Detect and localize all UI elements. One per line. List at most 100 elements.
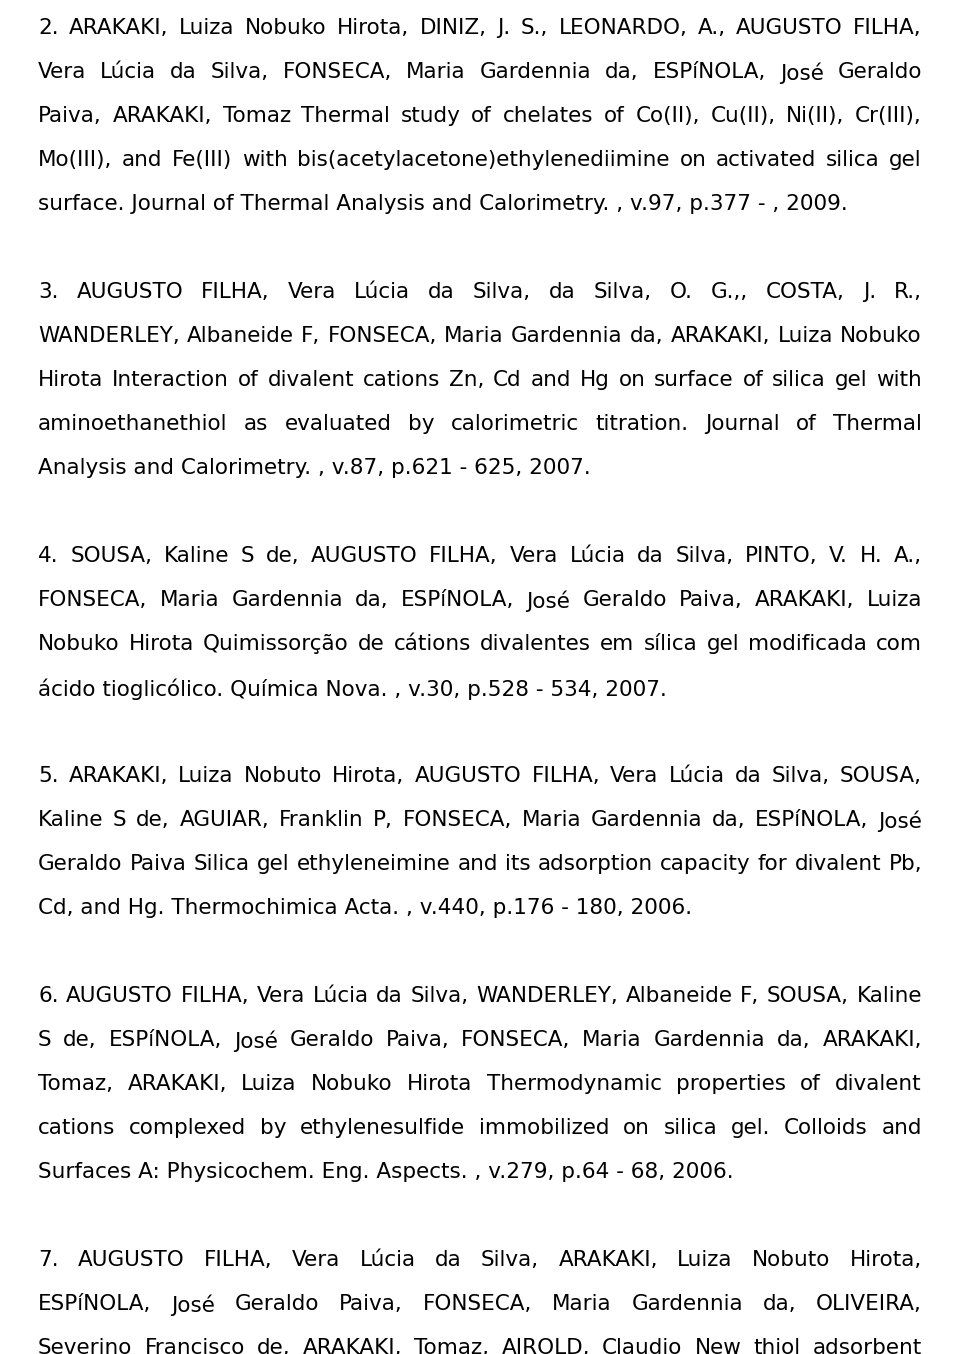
Text: Luiza: Luiza [179, 18, 234, 38]
Text: Maria: Maria [406, 62, 466, 83]
Text: FONSECA,: FONSECA, [402, 810, 512, 830]
Text: of: of [238, 370, 258, 390]
Text: Lúcia: Lúcia [669, 766, 725, 787]
Text: Hirota: Hirota [38, 370, 104, 390]
Text: and: and [458, 854, 498, 873]
Text: ARAKAKI,: ARAKAKI, [112, 106, 212, 126]
Text: Albaneide: Albaneide [626, 986, 732, 1006]
Text: Lúcia: Lúcia [100, 62, 156, 83]
Text: Thermodynamic: Thermodynamic [487, 1074, 661, 1094]
Text: da,: da, [762, 1294, 797, 1313]
Text: ARAKAKI,: ARAKAKI, [823, 1030, 922, 1049]
Text: FILHA,: FILHA, [532, 766, 600, 787]
Text: J.: J. [863, 282, 876, 302]
Text: da: da [735, 766, 761, 787]
Text: J.: J. [497, 18, 510, 38]
Text: cátions: cátions [394, 634, 471, 654]
Text: Silva,: Silva, [772, 766, 829, 787]
Text: New: New [694, 1338, 741, 1354]
Text: Luiza: Luiza [677, 1250, 732, 1270]
Text: Luiza: Luiza [867, 590, 922, 611]
Text: activated: activated [716, 150, 816, 171]
Text: da,: da, [630, 326, 663, 347]
Text: R.,: R., [894, 282, 922, 302]
Text: Vera: Vera [288, 282, 336, 302]
Text: Geraldo: Geraldo [235, 1294, 320, 1313]
Text: gel: gel [257, 854, 290, 873]
Text: Silva,: Silva, [481, 1250, 540, 1270]
Text: da: da [549, 282, 576, 302]
Text: divalentes: divalentes [480, 634, 591, 654]
Text: Nobuto: Nobuto [752, 1250, 830, 1270]
Text: immobilized: immobilized [479, 1118, 610, 1137]
Text: AUGUSTO: AUGUSTO [66, 986, 173, 1006]
Text: José: José [878, 810, 922, 831]
Text: modificada: modificada [748, 634, 867, 654]
Text: Nobuko: Nobuko [245, 18, 326, 38]
Text: Zn,: Zn, [449, 370, 485, 390]
Text: ARAKAKI,: ARAKAKI, [69, 18, 169, 38]
Text: ethylenesulfide: ethylenesulfide [300, 1118, 466, 1137]
Text: DINIZ,: DINIZ, [420, 18, 487, 38]
Text: evaluated: evaluated [285, 414, 392, 435]
Text: Gardennia: Gardennia [231, 590, 343, 611]
Text: da: da [428, 282, 455, 302]
Text: Vera: Vera [256, 986, 305, 1006]
Text: surface: surface [655, 370, 733, 390]
Text: Tomaz,: Tomaz, [415, 1338, 490, 1354]
Text: Gardennia: Gardennia [511, 326, 623, 347]
Text: FONSECA,: FONSECA, [422, 1294, 532, 1313]
Text: Nobuko: Nobuko [840, 326, 922, 347]
Text: com: com [876, 634, 922, 654]
Text: Maria: Maria [583, 1030, 642, 1049]
Text: Co(II),: Co(II), [636, 106, 700, 126]
Text: gel: gel [835, 370, 868, 390]
Text: silica: silica [772, 370, 826, 390]
Text: gel: gel [707, 634, 739, 654]
Text: ESPíNOLA,: ESPíNOLA, [401, 590, 515, 611]
Text: with: with [876, 370, 922, 390]
Text: Maria: Maria [444, 326, 504, 347]
Text: Surfaces A: Physicochem. Eng. Aspects. , v.279, p.64 - 68, 2006.: Surfaces A: Physicochem. Eng. Aspects. ,… [38, 1162, 733, 1182]
Text: calorimetric: calorimetric [451, 414, 579, 435]
Text: Vera: Vera [510, 546, 558, 566]
Text: Lúcia: Lúcia [360, 1250, 416, 1270]
Text: de,: de, [266, 546, 300, 566]
Text: A.,: A., [698, 18, 726, 38]
Text: FONSECA,: FONSECA, [327, 326, 437, 347]
Text: Claudio: Claudio [602, 1338, 683, 1354]
Text: A.,: A., [894, 546, 922, 566]
Text: Luiza: Luiza [778, 326, 833, 347]
Text: Silva,: Silva, [411, 986, 468, 1006]
Text: F,: F, [301, 326, 321, 347]
Text: Gardennia: Gardennia [590, 810, 703, 830]
Text: Lúcia: Lúcia [354, 282, 410, 302]
Text: Maria: Maria [521, 810, 581, 830]
Text: Severino: Severino [38, 1338, 132, 1354]
Text: José: José [171, 1294, 215, 1316]
Text: Gardennia: Gardennia [480, 62, 591, 83]
Text: Pb,: Pb, [888, 854, 922, 873]
Text: of: of [796, 414, 817, 435]
Text: Quimissorção: Quimissorção [204, 634, 348, 654]
Text: Hirota: Hirota [129, 634, 194, 654]
Text: silica: silica [663, 1118, 717, 1137]
Text: F,: F, [740, 986, 759, 1006]
Text: Analysis and Calorimetry. , v.87, p.621 - 625, 2007.: Analysis and Calorimetry. , v.87, p.621 … [38, 458, 590, 478]
Text: FILHA,: FILHA, [853, 18, 922, 38]
Text: Vera: Vera [38, 62, 86, 83]
Text: FONSECA,: FONSECA, [461, 1030, 570, 1049]
Text: silica: silica [826, 150, 879, 171]
Text: ARAKAKI,: ARAKAKI, [559, 1250, 658, 1270]
Text: José: José [234, 1030, 277, 1052]
Text: José: José [780, 62, 824, 84]
Text: of: of [471, 106, 492, 126]
Text: gel.: gel. [731, 1118, 771, 1137]
Text: ARAKAKI,: ARAKAKI, [69, 766, 168, 787]
Text: Thermal: Thermal [301, 106, 390, 126]
Text: Kaline: Kaline [856, 986, 922, 1006]
Text: Silva,: Silva, [211, 62, 269, 83]
Text: Mo(III),: Mo(III), [38, 150, 112, 171]
Text: Maria: Maria [159, 590, 219, 611]
Text: 6.: 6. [38, 986, 59, 1006]
